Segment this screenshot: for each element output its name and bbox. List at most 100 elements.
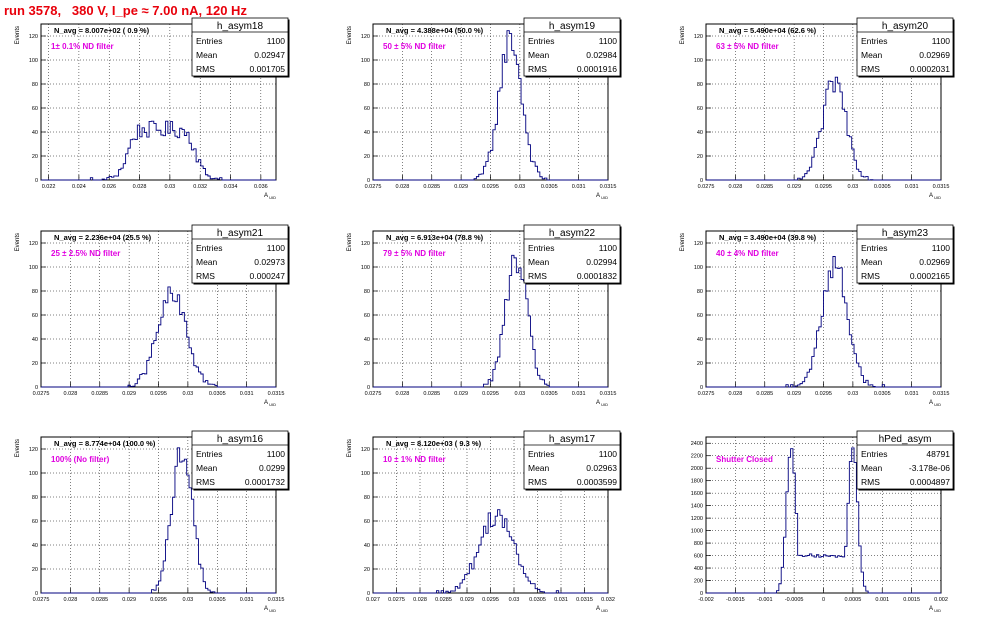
x-tick-label: -0.001 [757,597,773,603]
y-axis-label: Events [347,233,353,251]
x-tick-label: 0.0295 [482,597,499,603]
y-tick-label: 600 [694,554,703,560]
x-axis-label: A UID [264,193,276,200]
x-tick-label: 0.029 [122,391,136,397]
y-tick-label: 100 [694,265,703,271]
x-tick-label: 0.0295 [815,391,832,397]
y-tick-label: 80 [32,82,38,88]
x-tick-label: 0.0015 [903,597,920,603]
x-tick-label: 0.0305 [874,184,891,190]
x-tick-label: 0.027 [366,597,380,603]
x-tick-label: 0.028 [395,184,409,190]
y-tick-label: 60 [32,106,38,112]
x-tick-label: 0.0305 [209,391,226,397]
y-tick-label: 400 [694,566,703,572]
y-tick-label: 120 [361,34,370,40]
stats-key-mean: Mean [861,257,883,267]
x-tick-label: 0.0275 [33,597,50,603]
stats-value-entries: 1100 [267,243,286,253]
y-tick-label: 1000 [691,529,703,535]
hist-panel-h_asym21: 0.0275 0.028 0.0285 0.029 0.0295 0.03 0.0305 0.… [6,224,324,413]
x-tick-label: 0.028 [728,391,742,397]
hist-svg: 0.027 0.0275 0.028 0.0285 0.029 0.0295 0.03 0.0… [347,430,622,613]
x-tick-label: 0.03 [848,391,859,397]
y-tick-label: 1200 [691,516,703,522]
y-tick-label: 80 [364,289,370,295]
y-tick-label: 0 [35,591,38,597]
x-tick-label: -0.0015 [726,597,745,603]
x-tick-label: 0.0275 [388,597,405,603]
y-tick-label: 40 [364,337,370,343]
x-tick-label: 0.0305 [541,391,558,397]
y-tick-label: 80 [364,495,370,501]
hist-svg: 0.0275 0.028 0.0285 0.029 0.0295 0.03 0.0305 0.… [680,17,955,200]
stats-title: h_asym17 [549,434,596,445]
y-tick-label: 60 [32,519,38,525]
stats-value-entries: 1100 [599,243,618,253]
y-tick-label: 120 [694,34,703,40]
y-tick-label: 20 [364,567,370,573]
x-axis-label: A UID [929,193,941,200]
stats-box [191,430,289,490]
hist-panel-h_asym23: 0.0275 0.028 0.0285 0.029 0.0295 0.03 0.0305 0.… [671,224,989,413]
hist-panel-h_asym22: 0.0275 0.028 0.0285 0.029 0.0295 0.03 0.0305 0.… [338,224,656,413]
x-tick-label: 0.034 [224,184,238,190]
stats-key-mean: Mean [861,50,883,60]
stats-key-rms: RMS [196,64,215,74]
x-tick-label: 0.0295 [482,391,499,397]
stats-key-entries: Entries [196,449,222,459]
hist-panel-h_asym19: 0.0275 0.028 0.0285 0.029 0.0295 0.03 0.0305 0.… [338,17,656,206]
stats-value-entries: 48791 [926,449,950,459]
x-tick-label: 0.031 [240,597,254,603]
stats-key-entries: Entries [861,36,887,46]
x-tick-label: 0.002 [934,597,948,603]
x-tick-label: 0.0005 [844,597,861,603]
hist-line [706,447,941,594]
stats-key-rms: RMS [861,271,880,281]
y-tick-label: 60 [697,106,703,112]
y-tick-label: 100 [361,265,370,271]
hist-line [41,286,276,388]
n-avg-text: N_avg = 8.007e+02 ( 0.9 %) [54,26,150,35]
hist-panel-h_asym20: 0.0275 0.028 0.0285 0.029 0.0295 0.03 0.0305 0.… [671,17,989,206]
y-tick-label: 0 [367,385,370,391]
n-avg-text: N_avg = 8.120e+03 ( 9.3 %) [386,439,482,448]
y-tick-label: 2400 [691,441,703,447]
x-tick-label: 0.001 [875,597,889,603]
hist-svg: -0.002 -0.0015 -0.001 -0.0005 0 0.0005 0.001 0.… [691,430,955,613]
stats-key-entries: Entries [196,243,222,253]
x-tick-label: 0.028 [63,597,77,603]
stats-title: h_asym19 [549,21,596,32]
stats-key-mean: Mean [528,50,550,60]
run-title: run 3578, 380 V, I_pe ≈ 7.00 nA, 120 Hz [4,3,247,18]
stats-key-entries: Entries [528,449,554,459]
y-axis-label: Events [15,439,21,457]
y-tick-label: 100 [361,58,370,64]
stats-title: h_asym18 [217,21,264,32]
stats-value-entries: 1100 [267,36,286,46]
stats-box [191,224,289,284]
x-tick-label: 0.031 [905,391,919,397]
y-tick-label: 40 [32,543,38,549]
y-tick-label: 120 [29,447,38,453]
x-axis-label: A UID [929,400,941,407]
y-tick-label: 0 [35,385,38,391]
x-tick-label: 0.0315 [933,391,950,397]
y-tick-label: 1400 [691,504,703,510]
x-tick-label: 0.026 [102,184,116,190]
stats-box [856,224,954,284]
stats-value-mean: 0.0299 [259,463,285,473]
stats-value-entries: 1100 [932,36,951,46]
stats-value-rms: 0.0002165 [910,271,950,281]
x-tick-label: 0.0275 [365,184,382,190]
stats-title: hPed_asym [879,434,932,445]
n-avg-text: N_avg = 3.490e+04 (39.8 %) [719,233,817,242]
stats-key-mean: Mean [196,50,218,60]
y-tick-label: 40 [697,337,703,343]
y-tick-label: 80 [32,289,38,295]
y-tick-label: 100 [361,471,370,477]
stats-key-mean: Mean [528,463,550,473]
hist-line [706,256,941,388]
stats-value-entries: 1100 [599,36,618,46]
hist-svg: 0.0275 0.028 0.0285 0.029 0.0295 0.03 0.0305 0.… [680,224,955,407]
